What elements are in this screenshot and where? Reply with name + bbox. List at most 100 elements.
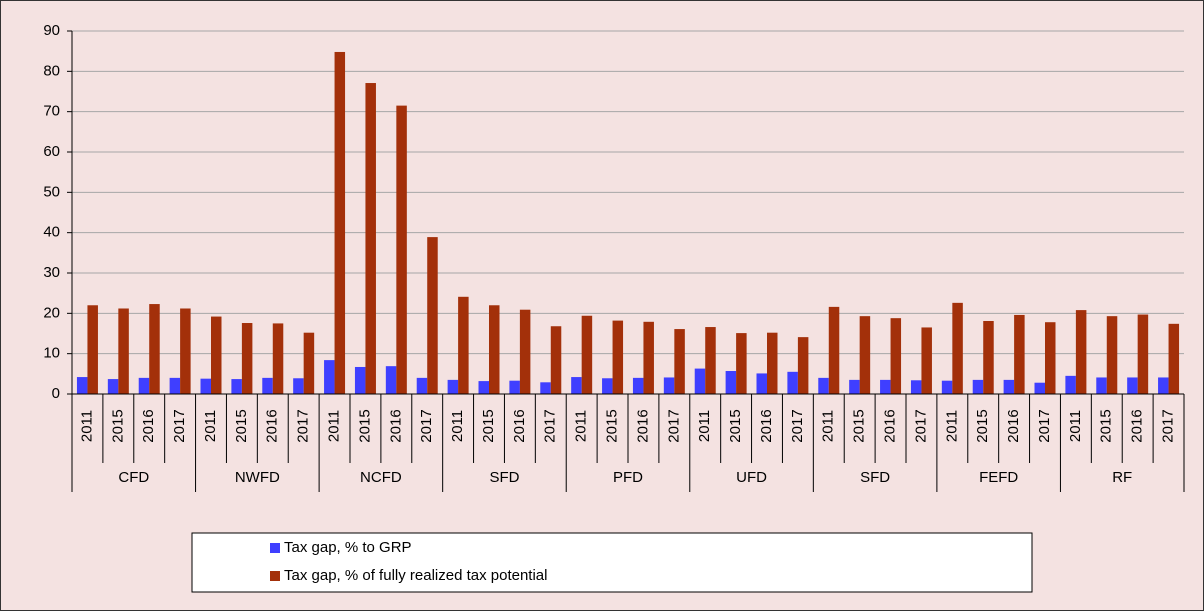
y-tick-label: 90	[43, 22, 60, 39]
bar	[540, 382, 551, 394]
bar	[272, 323, 284, 394]
x-tick-label: 2011	[78, 410, 95, 442]
x-tick-label: 2015	[480, 409, 497, 442]
bar	[921, 327, 932, 394]
legend-swatch	[270, 543, 280, 553]
x-tick-label: 2016	[1129, 409, 1146, 442]
bar	[1075, 310, 1087, 394]
x-tick-label: 2015	[109, 409, 126, 442]
bar	[725, 371, 737, 394]
x-tick-label: 2016	[511, 409, 528, 442]
x-tick-label: 2015	[851, 409, 868, 442]
bar	[1127, 377, 1138, 394]
bar	[385, 366, 397, 394]
x-tick-label: 2017	[1160, 409, 1177, 442]
y-tick-label: 20	[43, 304, 60, 321]
x-tick-label: 2017	[418, 409, 435, 442]
x-tick-label: 2017	[912, 409, 929, 442]
x-tick-label: 2011	[202, 410, 219, 442]
x-tick-label: 2015	[1098, 409, 1115, 442]
bar	[87, 305, 98, 394]
bar	[818, 377, 829, 394]
group-label: NCFD	[360, 469, 402, 486]
x-tick-label: 2011	[449, 410, 466, 442]
legend-box	[191, 532, 1033, 593]
bar	[1158, 377, 1169, 394]
legend-label: Tax gap, % of fully realized tax potenti…	[284, 567, 547, 584]
x-tick-label: 2016	[264, 409, 281, 442]
bar	[643, 321, 654, 394]
group-label: SFD	[489, 469, 519, 486]
group-label: UFD	[736, 469, 767, 486]
bar	[241, 323, 253, 394]
bar	[571, 377, 582, 394]
bar	[324, 360, 335, 394]
bar	[705, 327, 716, 394]
bar	[550, 326, 562, 394]
x-tick-label: 2017	[171, 409, 188, 442]
bar	[736, 333, 747, 394]
bar	[1034, 382, 1045, 394]
bar	[169, 377, 181, 394]
x-tick-label: 2017	[1036, 409, 1053, 442]
bar	[602, 378, 613, 394]
bar	[694, 368, 706, 394]
y-tick-label: 10	[43, 345, 60, 362]
bar	[880, 379, 891, 394]
bar	[797, 337, 809, 394]
x-tick-label: 2016	[758, 409, 775, 442]
bar	[1045, 322, 1056, 394]
bar	[478, 381, 489, 394]
y-tick-label: 50	[43, 183, 60, 200]
bar	[509, 380, 520, 394]
x-tick-label: 2015	[356, 409, 373, 442]
bar	[211, 316, 222, 394]
bar	[262, 377, 273, 394]
bar	[149, 304, 160, 394]
x-tick-label: 2015	[727, 409, 744, 442]
legend-swatch	[270, 571, 280, 581]
y-tick-label: 30	[43, 264, 60, 281]
bar	[303, 332, 315, 394]
group-label: CFD	[118, 469, 149, 486]
x-tick-label: 2017	[295, 409, 312, 442]
bar	[787, 371, 798, 394]
x-tick-label: 2016	[140, 409, 157, 442]
group-label: PFD	[613, 469, 643, 486]
bar	[334, 51, 346, 395]
bar	[983, 320, 994, 394]
x-tick-label: 2015	[604, 409, 621, 442]
bar	[138, 377, 150, 394]
x-tick-label: 2011	[326, 410, 343, 442]
x-tick-label: 2015	[974, 409, 991, 442]
x-tick-label: 2015	[233, 409, 250, 442]
x-tick-label: 2016	[634, 409, 651, 442]
bar	[581, 315, 593, 394]
x-tick-label: 2016	[882, 409, 899, 442]
bar	[118, 308, 129, 394]
x-tick-label: 2011	[1067, 410, 1084, 442]
x-tick-label: 2011	[573, 410, 590, 442]
y-tick-label: 40	[43, 224, 60, 241]
bar	[632, 377, 644, 394]
x-tick-label: 2016	[387, 409, 404, 442]
bar	[767, 332, 778, 394]
bar	[663, 377, 675, 394]
bar	[674, 329, 685, 394]
bar	[354, 366, 366, 394]
bar	[828, 306, 840, 394]
legend-label: Tax gap, % to GRP	[284, 539, 412, 556]
bar	[972, 379, 984, 394]
bar	[1003, 379, 1015, 394]
x-tick-label: 2011	[696, 410, 713, 442]
x-tick-label: 2017	[665, 409, 682, 442]
group-label: SFD	[860, 469, 890, 486]
bar	[1065, 375, 1076, 394]
bar	[890, 318, 902, 394]
group-label: FEFD	[979, 469, 1018, 486]
x-tick-label: 2016	[1005, 409, 1022, 442]
bar	[76, 377, 88, 394]
group-label: NWFD	[235, 469, 280, 486]
